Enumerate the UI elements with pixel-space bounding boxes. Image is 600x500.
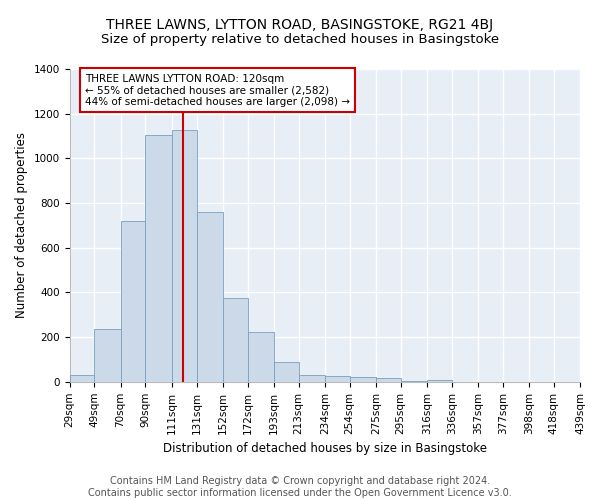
Bar [197,212,223,382]
Y-axis label: Number of detached properties: Number of detached properties [15,132,28,318]
Bar [223,298,248,382]
Bar [376,378,401,382]
Bar [401,380,427,382]
X-axis label: Distribution of detached houses by size in Basingstoke: Distribution of detached houses by size … [163,442,487,455]
Text: Contains HM Land Registry data © Crown copyright and database right 2024.
Contai: Contains HM Land Registry data © Crown c… [88,476,512,498]
Bar [427,380,452,382]
Bar [299,375,325,382]
Bar [172,130,197,382]
Bar [350,378,376,382]
Bar [70,375,94,382]
Bar [121,221,145,382]
Bar [325,376,350,382]
Bar [248,332,274,382]
Text: Size of property relative to detached houses in Basingstoke: Size of property relative to detached ho… [101,32,499,46]
Text: THREE LAWNS LYTTON ROAD: 120sqm
← 55% of detached houses are smaller (2,582)
44%: THREE LAWNS LYTTON ROAD: 120sqm ← 55% of… [85,74,350,107]
Bar [145,135,172,382]
Bar [274,362,299,382]
Text: THREE LAWNS, LYTTON ROAD, BASINGSTOKE, RG21 4BJ: THREE LAWNS, LYTTON ROAD, BASINGSTOKE, R… [106,18,494,32]
Bar [94,330,121,382]
